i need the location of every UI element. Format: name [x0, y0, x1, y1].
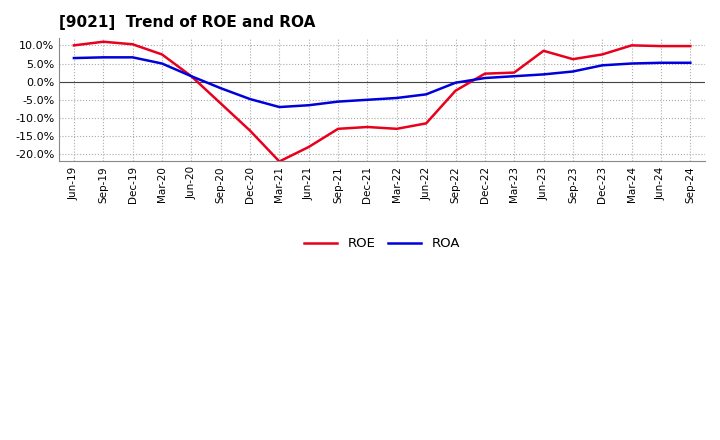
ROE [451, 88, 460, 93]
ROA [70, 55, 78, 61]
ROE [246, 128, 254, 133]
Text: [9021]  Trend of ROE and ROA: [9021] Trend of ROE and ROA [59, 15, 315, 30]
ROE [569, 56, 577, 62]
ROE [627, 43, 636, 48]
ROA [480, 75, 489, 81]
ROE [187, 73, 196, 79]
ROE [686, 44, 695, 49]
ROA [657, 60, 665, 66]
ROA [128, 55, 137, 60]
ROE [305, 144, 313, 150]
ROE [99, 39, 107, 44]
ROA [187, 73, 196, 79]
ROA [158, 61, 166, 66]
ROA [451, 80, 460, 85]
ROA [686, 60, 695, 66]
ROA [569, 69, 577, 74]
ROA [539, 72, 548, 77]
ROE [158, 52, 166, 57]
ROA [598, 62, 606, 68]
ROE [598, 52, 606, 57]
ROE [334, 126, 343, 132]
ROA [510, 73, 518, 79]
ROA [392, 95, 401, 101]
ROA [305, 103, 313, 108]
ROE [510, 70, 518, 75]
Line: ROA: ROA [74, 57, 690, 107]
ROE [392, 126, 401, 132]
ROA [275, 104, 284, 110]
ROE [70, 43, 78, 48]
ROA [363, 97, 372, 103]
Line: ROE: ROE [74, 42, 690, 161]
ROE [128, 42, 137, 47]
ROE [539, 48, 548, 53]
ROA [334, 99, 343, 104]
ROE [275, 159, 284, 164]
ROE [657, 44, 665, 49]
ROE [363, 125, 372, 130]
ROE [422, 121, 431, 126]
ROA [422, 92, 431, 97]
ROE [480, 71, 489, 76]
ROE [216, 101, 225, 106]
ROA [216, 85, 225, 91]
ROA [99, 55, 107, 60]
ROA [246, 96, 254, 102]
ROA [627, 61, 636, 66]
Legend: ROE, ROA: ROE, ROA [299, 232, 466, 256]
